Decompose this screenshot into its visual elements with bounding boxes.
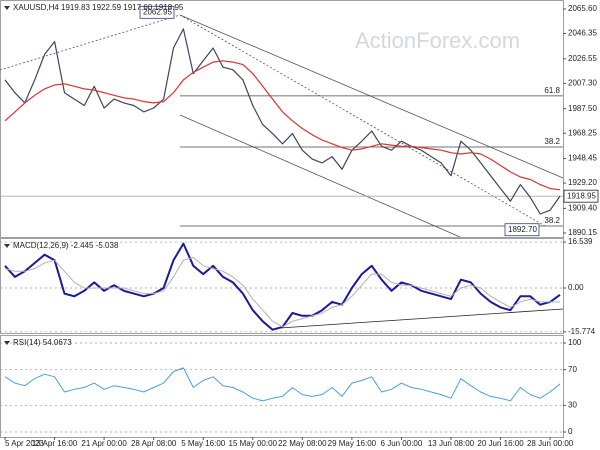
x-tick-label: 28 Jun 00:00 xyxy=(527,439,574,448)
x-tick-label: 29 May 16:00 xyxy=(328,439,377,448)
y-tick-label: 0 xyxy=(568,427,573,436)
y-tick-label: 1987.50 xyxy=(568,104,597,113)
x-tick-label: 13 Apr 16:00 xyxy=(32,439,78,448)
channel-upper xyxy=(179,14,564,179)
panel-frame xyxy=(0,335,564,438)
y-tick-label: 1948.45 xyxy=(568,154,597,163)
macd-trendline xyxy=(279,308,564,329)
trendline xyxy=(0,14,181,71)
y-tick-label: 2007.30 xyxy=(568,78,597,87)
y-tick-label: 2026.55 xyxy=(568,54,597,63)
y-tick-label: 16.539 xyxy=(568,237,593,246)
x-tick-label: 21 Apr 00:00 xyxy=(81,439,127,448)
panel-frame xyxy=(0,0,564,238)
last-price-box xyxy=(563,189,599,203)
x-tick-label: 5 Apr 2023 xyxy=(5,439,44,448)
last-price-label: 1918.95 xyxy=(567,191,596,200)
panel-frame xyxy=(0,238,564,334)
x-tick-label: 13 Jun 08:00 xyxy=(428,439,475,448)
y-tick-label: 0.00 xyxy=(568,283,584,292)
x-tick-label: 5 May 16:00 xyxy=(181,439,226,448)
watermark: ActionForex.com xyxy=(355,28,520,53)
panel-title: RSI(14) 54.0673 xyxy=(13,338,72,347)
y-tick-label: 1968.25 xyxy=(568,128,597,137)
y-tick-label: 1929.20 xyxy=(568,178,597,187)
y-tick-label: -15.774 xyxy=(568,327,596,336)
x-tick-label: 6 Jun 00:00 xyxy=(381,439,423,448)
series-line xyxy=(4,28,561,215)
series-line xyxy=(4,367,561,402)
x-tick-label: 22 May 08:00 xyxy=(278,439,327,448)
low-box xyxy=(504,223,540,237)
y-tick-label: 30 xyxy=(568,400,577,409)
y-tick-label: 2046.35 xyxy=(568,29,597,38)
channel-lower xyxy=(179,114,461,238)
y-tick-label: 70 xyxy=(568,365,577,374)
x-tick-label: 15 May 00:00 xyxy=(229,439,278,448)
series-line xyxy=(4,256,561,328)
x-tick-label: 20 Jun 16:00 xyxy=(477,439,524,448)
fib-label: 61.8 xyxy=(544,86,560,95)
high-label: 2062.95 xyxy=(143,7,172,16)
title-icon xyxy=(4,341,10,345)
trendlines xyxy=(0,14,564,329)
panel-title: XAUUSD,H4 1919.83 1922.59 1917.60 1918.9… xyxy=(13,3,184,12)
y-tick-label: 2065.60 xyxy=(568,4,597,13)
y-tick-label: 100 xyxy=(568,338,582,347)
fib-label: 38.2 xyxy=(544,216,560,225)
low-label: 1892.70 xyxy=(508,225,537,234)
high-box xyxy=(139,5,175,19)
y-tick-label: 1909.40 xyxy=(568,204,597,213)
panel-title: MACD(12,26,9) -2.445 -5.038 xyxy=(13,241,119,250)
title-icon xyxy=(4,6,10,10)
y-tick-label: 1890.15 xyxy=(568,228,597,237)
x-tick-label: 28 Apr 08:00 xyxy=(131,439,177,448)
fib-label: 38.2 xyxy=(544,137,560,146)
title-icon xyxy=(4,244,10,248)
series-line xyxy=(4,60,561,191)
